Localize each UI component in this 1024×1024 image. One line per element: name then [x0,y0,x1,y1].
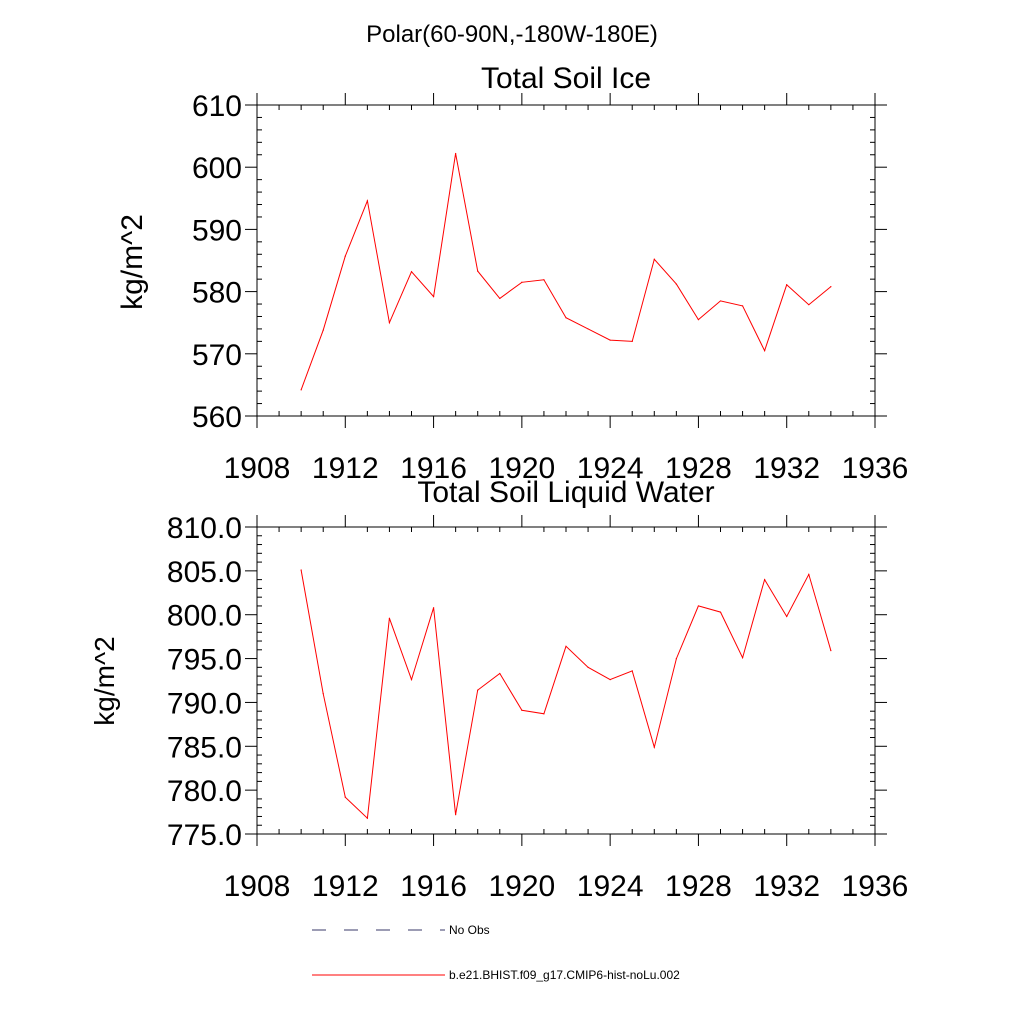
x-tick-label: 1912 [312,870,379,903]
data-point [565,317,567,319]
data-point [565,645,567,647]
data-point [477,270,479,272]
data-point [410,271,413,273]
x-tick-label: 1912 [312,452,379,485]
data-point [609,339,611,341]
plot-frame [256,104,876,417]
x-tick-label: 1936 [842,452,909,485]
data-point [366,200,368,202]
x-tick-label: 1936 [842,870,909,903]
data-point [697,605,700,607]
x-tick-label: 1932 [753,870,820,903]
data-point [543,713,545,715]
data-point [300,389,302,391]
data-point [366,817,368,819]
y-tick-label: 775.0 [167,819,242,852]
data-point [344,255,346,257]
x-tick-label: 1928 [665,452,732,485]
data-point [388,322,391,324]
data-point [432,295,435,298]
data-point [609,679,611,681]
data-point [808,573,810,575]
y-tick-label: 560 [192,401,242,434]
x-tick-label: 1924 [577,870,644,903]
y-axis-label: kg/m^2 [116,214,149,310]
figure-title: Polar(60-90N,-180W-180E) [366,21,658,48]
y-tick-label: 795.0 [167,644,242,677]
x-tick-label: 1908 [224,452,291,485]
panel-total-soil-liquid-water: Total Soil Liquid Water kg/m^2 1908 1912 191… [89,476,908,903]
data-point [741,657,744,659]
x-tick-label: 1920 [488,452,555,485]
panel-total-soil-ice: Total Soil Ice kg/m^2 1908 1912 1916 1920 1924… [116,62,908,485]
data-point [587,666,589,668]
x-tick-label: 1932 [753,452,820,485]
data-point [344,796,346,798]
data-point [830,286,832,288]
chart-title: Total Soil Ice [481,62,651,95]
y-tick-label: 805.0 [167,556,242,589]
y-tick-label: 590 [192,214,242,247]
series-line [300,153,832,391]
y-tick-label: 610 [192,90,242,123]
series-line [300,569,832,820]
data-point [653,258,655,260]
x-tick-label: 1908 [224,870,291,903]
x-tick-label: 1920 [488,870,555,903]
data-point [719,611,722,613]
legend: No Obs b.e21.BHIST.f09_g17.CMIP6-hist-no… [312,923,680,982]
data-point [675,283,677,285]
data-point [521,709,523,711]
data-point [521,281,523,283]
data-point [631,340,633,342]
data-point [697,318,700,321]
chart-title: Total Soil Liquid Water [417,476,714,509]
data-point [543,279,545,281]
legend-label-model: b.e21.BHIST.f09_g17.CMIP6-hist-noLu.002 [449,968,680,982]
y-tick-label: 580 [192,277,242,310]
y-tick-label: 785.0 [167,731,242,764]
data-point [322,693,324,695]
data-point [808,304,810,306]
legend-label-no-obs: No Obs [449,923,490,937]
data-point [653,746,655,748]
data-point [719,300,722,302]
data-point [830,650,832,652]
data-point [786,284,788,286]
data-point [455,814,457,816]
y-tick-label: 600 [192,152,242,185]
y-tick-label: 790.0 [167,687,242,720]
data-point [477,689,479,691]
x-tick-label: 1924 [577,452,644,485]
data-point [741,305,744,307]
data-point [764,350,766,352]
data-point [587,328,589,330]
data-point [300,569,302,571]
x-tick-label: 1916 [400,452,467,485]
y-tick-label: 810.0 [167,512,242,545]
data-point [499,672,501,675]
data-point [675,657,677,660]
x-tick-label: 1928 [665,870,732,903]
y-tick-label: 780.0 [167,775,242,808]
data-point [455,152,457,155]
y-axis-label: kg/m^2 [89,636,120,725]
data-point [764,579,766,581]
data-point [410,679,413,681]
data-point [322,329,324,331]
x-tick-label: 1916 [400,870,467,903]
y-tick-label: 800.0 [167,600,242,633]
data-point [432,607,435,609]
data-point [388,617,391,619]
y-tick-label: 570 [192,339,242,372]
data-point [499,297,501,300]
data-point [631,670,633,672]
plot-frame [256,526,876,835]
data-point [786,615,788,618]
